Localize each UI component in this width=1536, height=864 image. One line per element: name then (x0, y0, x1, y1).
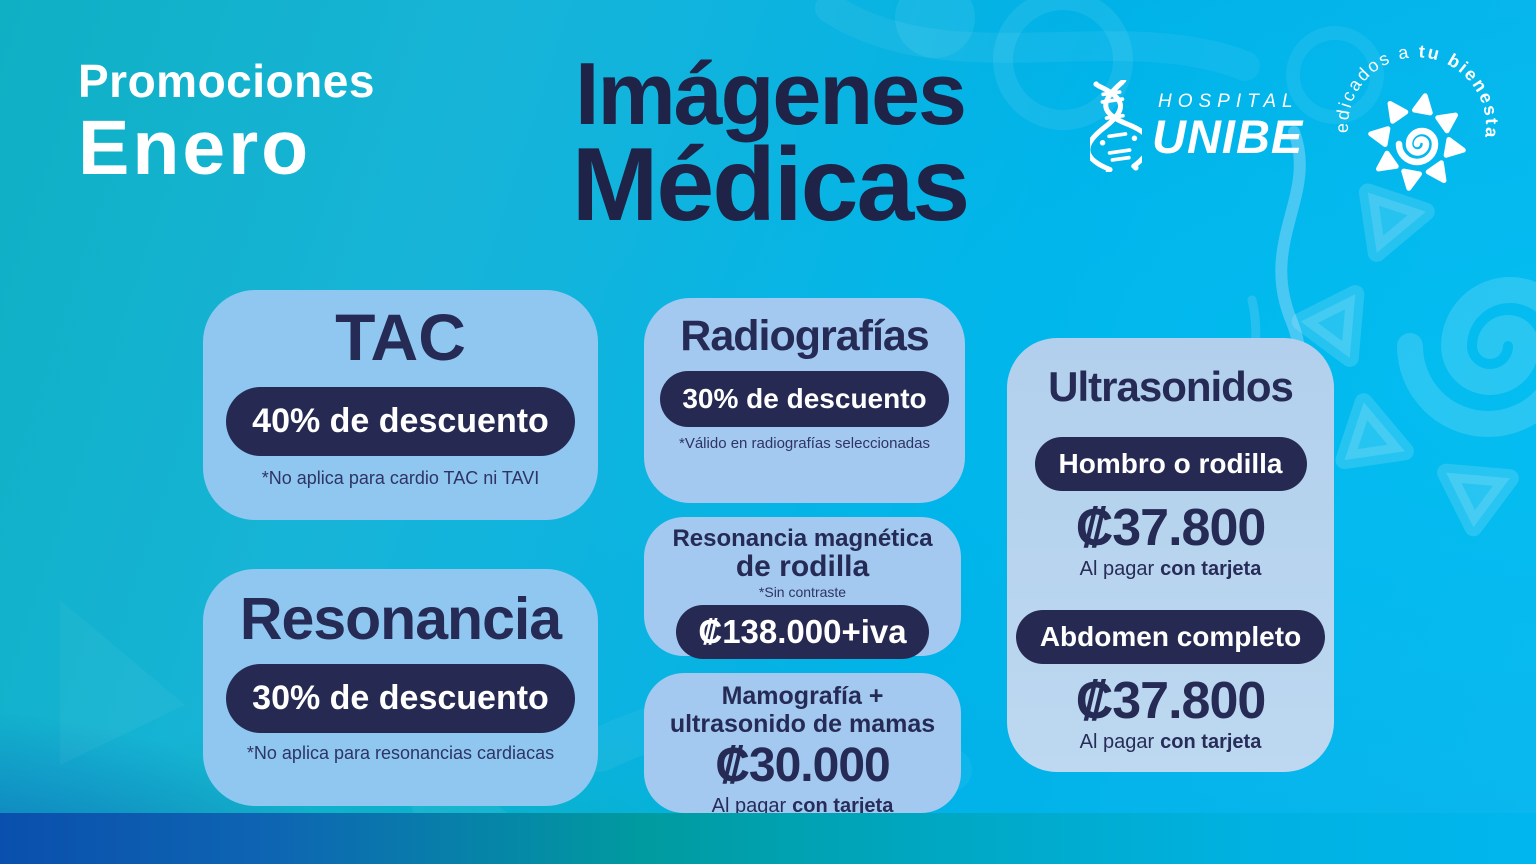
mamografia-price: ₡30.000 (715, 739, 890, 792)
badge-text-bold: tu bienestar! (1336, 20, 1502, 141)
pay-bold: con tarjeta (1160, 731, 1262, 753)
rodilla-title-line2: de rodilla (735, 550, 870, 584)
tac-title: TAC (335, 300, 466, 374)
badge-text-regular: ¡Dedicados a (1336, 20, 1419, 133)
resonancia-title: Resonancia (239, 586, 562, 652)
ultrasonidos-title: Ultrasonidos (1048, 363, 1294, 410)
rodilla-price-pill: ₡138.000+iva (676, 604, 929, 659)
card-resonancia: Resonancia 30% de descuento *No aplica p… (203, 569, 598, 806)
pay-prefix: Al pagar (1079, 731, 1155, 753)
card-radiografias: Radiografías 30% de descuento *Válido en… (644, 298, 965, 503)
mamografia-title-line1: Mamografía + (721, 682, 884, 710)
card-ultrasonidos: Ultrasonidos Hombro o rodilla ₡37.800 Al… (1007, 338, 1334, 772)
page-title: Imágenes Médicas (430, 44, 1110, 244)
bottom-gradient-bar (0, 813, 1536, 864)
card-resonancia-rodilla: Resonancia magnética de rodilla *Sin con… (644, 517, 961, 659)
tac-note: *No aplica para cardio TAC ni TAVI (261, 468, 540, 488)
hospital-unibe-logo: HOSPITAL UNIBE (1090, 80, 1303, 172)
ultrasonidos-item-pill: Hombro o rodilla (1034, 437, 1307, 491)
pay-prefix: Al pagar (1079, 558, 1155, 580)
rodilla-title-line1: Resonancia magnética (672, 525, 933, 552)
promo-heading: Promociones Enero (78, 58, 375, 187)
rodilla-note: *Sin contraste (758, 583, 847, 600)
pay-prefix: Al pagar (711, 795, 787, 817)
ultrasonidos-item-pay-line: Al pagar con tarjeta (1080, 558, 1262, 581)
pay-bold: con tarjeta (1160, 558, 1262, 580)
tac-discount-pill: 40% de descuento (226, 387, 575, 456)
ultrasonidos-item-price: ₡37.800 (1075, 672, 1267, 730)
radiografias-title: Radiografías (680, 312, 929, 360)
dna-icon (1090, 80, 1142, 172)
card-mamografia: Mamografía + ultrasonido de mamas ₡30.00… (644, 673, 961, 817)
promo-eyebrow: Promociones (78, 55, 375, 107)
badge-curved-text: ¡Dedicados a tu bienestar! (1336, 20, 1502, 141)
resonancia-discount-pill: 30% de descuento (226, 664, 575, 733)
pay-bold: con tarjeta (792, 795, 894, 817)
hospital-unibe-wordmark: HOSPITAL UNIBE (1152, 92, 1303, 160)
wellness-badge: ¡Dedicados a tu bienestar! (1336, 20, 1502, 191)
sun-spiral-icon (1368, 93, 1466, 191)
hospital-label: HOSPITAL (1158, 91, 1299, 112)
radiografias-discount-pill: 30% de descuento (660, 371, 949, 427)
mamografia-title-line2: ultrasonido de mamas (669, 709, 936, 738)
page-title-line1: Imágenes (575, 44, 967, 143)
mamografia-pay-line: Al pagar con tarjeta (712, 795, 894, 818)
unibe-name: UNIBE (1152, 110, 1304, 163)
radiografias-note: *Válido en radiografías seleccionadas (679, 435, 930, 452)
ultrasonidos-item-price: ₡37.800 (1075, 499, 1267, 557)
ultrasonidos-item-pill: Abdomen completo (1015, 610, 1326, 664)
page-title-line2: Médicas (571, 127, 970, 244)
resonancia-note: *No aplica para resonancias cardiacas (246, 743, 555, 763)
promo-month: Enero (78, 105, 312, 191)
card-tac: TAC 40% de descuento *No aplica para car… (203, 290, 598, 520)
ultrasonidos-item-pay-line: Al pagar con tarjeta (1080, 731, 1262, 754)
